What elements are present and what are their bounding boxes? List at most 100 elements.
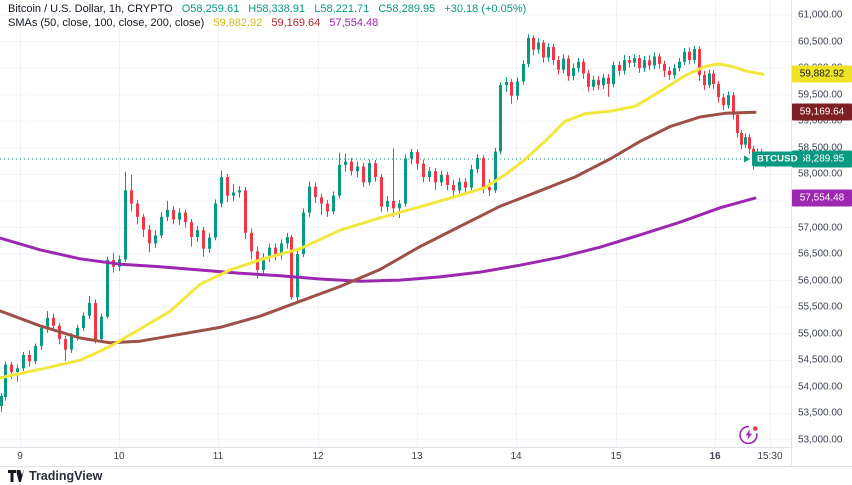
candle-body bbox=[314, 186, 317, 198]
candle-body bbox=[572, 68, 575, 77]
price-chart-pane[interactable] bbox=[0, 0, 791, 447]
candle-body bbox=[202, 230, 205, 249]
tradingview-logo[interactable]: TradingView bbox=[8, 469, 102, 483]
candle-body bbox=[286, 237, 289, 244]
candle-body bbox=[748, 137, 751, 149]
candle-body bbox=[154, 235, 157, 244]
candle-body bbox=[320, 197, 323, 204]
candle-body bbox=[638, 58, 641, 69]
candle-body bbox=[106, 259, 109, 317]
candle-body bbox=[740, 132, 743, 145]
candle-body bbox=[452, 185, 455, 191]
candle-body bbox=[708, 73, 711, 86]
time-axis[interactable]: 9 10 11 12 13 14 15 16 15:30 bbox=[0, 447, 852, 467]
price-axis-label: 55,500.00 bbox=[798, 301, 843, 313]
ohlc-open: O58,259.61 bbox=[181, 3, 240, 15]
price-axis-label: 54,000.00 bbox=[798, 381, 843, 393]
candle-body bbox=[727, 95, 730, 106]
time-axis-label: 16 bbox=[709, 451, 721, 462]
candle-body bbox=[350, 161, 353, 172]
candle-body bbox=[398, 203, 401, 209]
ohlc-low: L58,221.71 bbox=[314, 3, 370, 15]
price-axis-label: 61,000.00 bbox=[798, 9, 843, 21]
candle-body bbox=[244, 190, 247, 233]
candle-body bbox=[532, 37, 535, 50]
ohlc-high: H58,338.91 bbox=[248, 3, 306, 15]
candle-body bbox=[693, 49, 696, 61]
candle-body bbox=[148, 229, 151, 244]
candle-body bbox=[10, 364, 13, 372]
candle-body bbox=[142, 216, 145, 230]
candle-body bbox=[220, 177, 223, 204]
time-axis-label: 9 bbox=[17, 451, 23, 462]
last-price-tag: 58,289.95 bbox=[792, 150, 852, 168]
candle-body bbox=[618, 64, 621, 71]
candle-body bbox=[124, 190, 127, 260]
candle-body bbox=[440, 174, 443, 183]
candle-body bbox=[262, 257, 265, 270]
sma-legend-title[interactable]: SMAs (50, close, 100, close, 200, close) bbox=[8, 17, 205, 29]
candle-body bbox=[476, 157, 479, 170]
candle-body bbox=[332, 195, 335, 212]
candle-body bbox=[698, 49, 701, 76]
candle-body bbox=[380, 177, 383, 207]
candle-body bbox=[628, 60, 631, 63]
tradingview-logo-text: TradingView bbox=[29, 469, 103, 483]
candle-body bbox=[547, 46, 550, 58]
candle-body bbox=[416, 152, 419, 164]
lightning-bolt-icon[interactable] bbox=[738, 424, 760, 446]
candle-body bbox=[488, 187, 491, 191]
candle-body bbox=[505, 81, 508, 86]
candle-body bbox=[356, 166, 359, 172]
candle-body bbox=[482, 157, 485, 188]
candle-body bbox=[208, 237, 211, 249]
candle-body bbox=[386, 200, 389, 207]
candle-body bbox=[688, 51, 691, 61]
candle-body bbox=[494, 151, 497, 191]
candle-body bbox=[232, 192, 235, 196]
price-axis-label: 58,500.00 bbox=[798, 142, 843, 154]
candle-body bbox=[567, 58, 570, 77]
candle-body bbox=[542, 42, 545, 58]
candle-body bbox=[274, 247, 277, 256]
candle-body bbox=[196, 230, 199, 238]
sma-legend-row[interactable]: SMAs (50, close, 100, close, 200, close)… bbox=[8, 16, 526, 30]
candle-body bbox=[597, 79, 600, 86]
sma200-line bbox=[0, 196, 757, 283]
candle-body bbox=[712, 73, 715, 85]
candle-body bbox=[226, 177, 229, 196]
candle-body bbox=[190, 222, 193, 238]
candle-body bbox=[136, 203, 139, 217]
sma50-price-tag: 59,882.92 bbox=[792, 65, 852, 83]
candle-body bbox=[214, 203, 217, 238]
candle-body bbox=[557, 60, 560, 70]
candle-body bbox=[587, 73, 590, 87]
candle-body bbox=[623, 60, 626, 71]
sma100-line bbox=[0, 110, 757, 345]
candle-body bbox=[16, 368, 19, 372]
candle-body bbox=[522, 63, 525, 82]
last-tick-arrow-icon bbox=[744, 155, 750, 163]
symbol-title[interactable]: Bitcoin / U.S. Dollar, 1h, CRYPTO bbox=[8, 3, 173, 15]
price-axis[interactable]: 61,000.0060,500.0060,000.0059,500.0059,0… bbox=[791, 0, 852, 465]
candle-body bbox=[458, 181, 461, 191]
candle-body bbox=[34, 345, 37, 362]
candle-body bbox=[238, 190, 241, 193]
candle-body bbox=[516, 81, 519, 96]
candle-body bbox=[464, 181, 467, 188]
symbol-legend-row[interactable]: Bitcoin / U.S. Dollar, 1h, CRYPTO O58,25… bbox=[8, 2, 526, 16]
time-axis-label: 11 bbox=[212, 451, 224, 462]
time-axis-label: 10 bbox=[113, 451, 125, 462]
sma100-price-tag: 59,169.64 bbox=[792, 103, 852, 121]
candle-body bbox=[40, 327, 43, 346]
price-axis-label: 59,500.00 bbox=[798, 89, 843, 101]
candle-body bbox=[308, 186, 311, 213]
candle-body bbox=[338, 164, 341, 196]
candle-body bbox=[344, 161, 347, 165]
candle-body bbox=[732, 95, 735, 115]
candle-body bbox=[612, 64, 615, 85]
candle-body bbox=[648, 60, 651, 66]
candle-body bbox=[673, 68, 676, 76]
candle-body bbox=[410, 152, 413, 159]
